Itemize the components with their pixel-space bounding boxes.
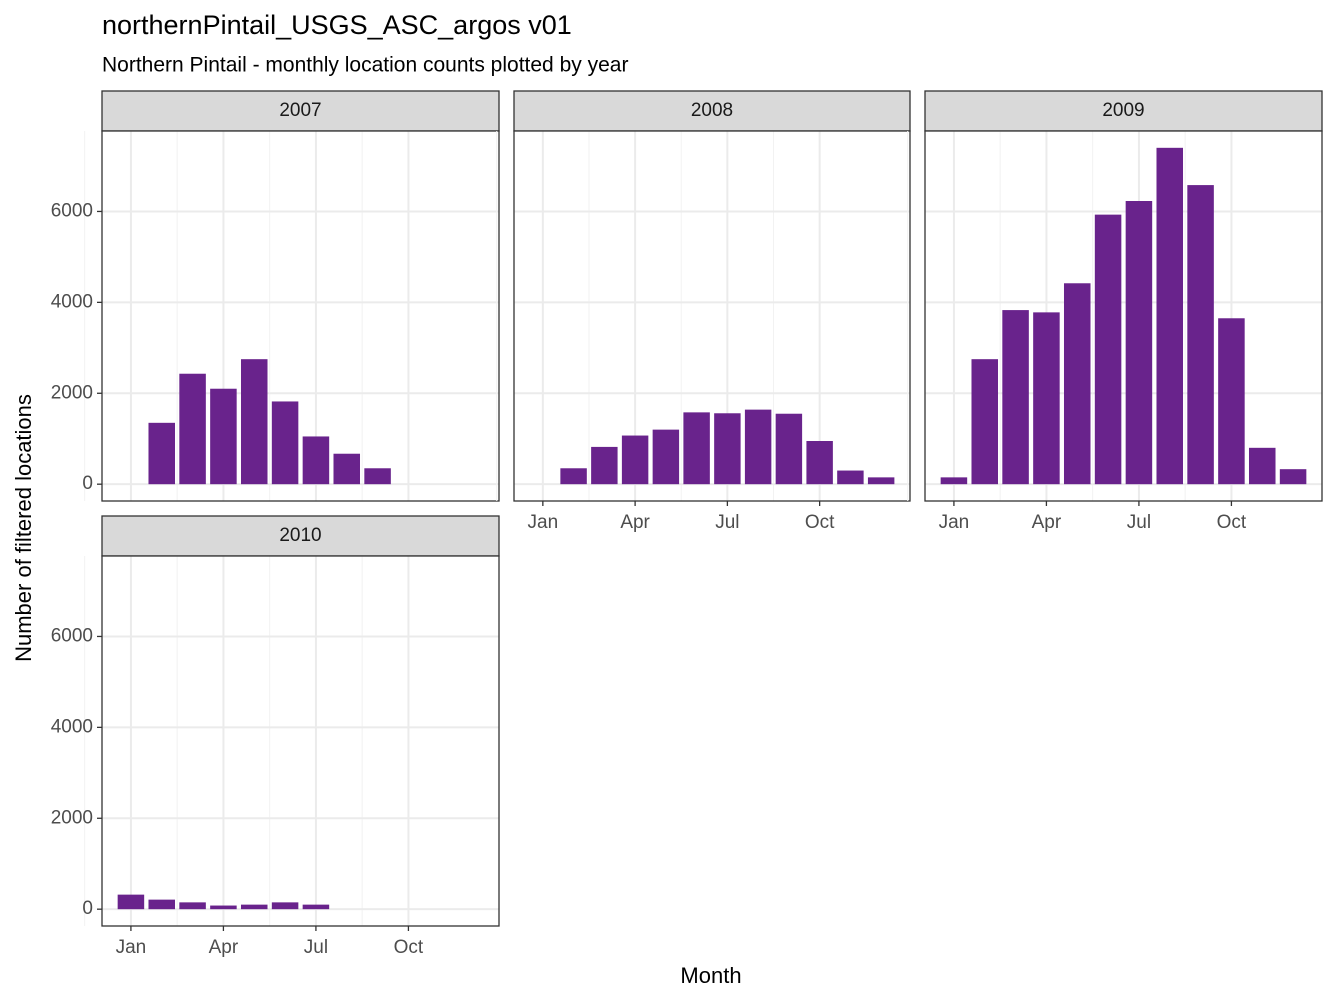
panel xyxy=(102,556,499,926)
facet-title: 2008 xyxy=(691,100,733,121)
bar xyxy=(1033,312,1060,485)
bar xyxy=(117,894,145,910)
panel-border xyxy=(101,555,500,927)
bar xyxy=(1094,214,1122,485)
bar xyxy=(714,413,741,485)
x-tick-label: Jan xyxy=(116,937,147,958)
x-tick-label: Jul xyxy=(1127,512,1151,533)
bar xyxy=(867,477,895,485)
bar xyxy=(179,373,206,485)
y-tick-label: 0 xyxy=(82,473,93,494)
bar xyxy=(837,470,864,485)
bar xyxy=(364,468,391,485)
x-axis-label: Month xyxy=(680,963,741,988)
panel xyxy=(514,131,910,501)
bar xyxy=(271,401,299,485)
facet-title: 2007 xyxy=(279,100,321,121)
y-tick-label: 0 xyxy=(82,898,93,919)
bar xyxy=(302,436,330,485)
bar xyxy=(591,446,618,485)
bar xyxy=(560,468,587,485)
y-tick-label: 6000 xyxy=(51,200,93,221)
bar xyxy=(683,412,710,485)
x-tick-label: Apr xyxy=(620,512,650,533)
facet-title: 2009 xyxy=(1102,100,1144,121)
bar xyxy=(148,422,176,485)
panel-border xyxy=(924,130,1323,502)
bar xyxy=(210,905,237,910)
bar xyxy=(1187,185,1214,485)
bar xyxy=(210,388,237,485)
x-tick-label: Apr xyxy=(1032,512,1062,533)
bar xyxy=(1248,447,1276,485)
bar xyxy=(271,902,299,910)
panel-border xyxy=(513,130,911,502)
x-tick-label: Jan xyxy=(939,512,970,533)
bar xyxy=(302,904,330,910)
facet-title: 2010 xyxy=(279,525,321,546)
bar xyxy=(744,409,772,485)
bar xyxy=(1156,147,1184,485)
x-tick-label: Oct xyxy=(394,937,424,958)
bar xyxy=(1279,469,1307,485)
bar xyxy=(940,477,968,485)
y-tick-label: 4000 xyxy=(51,291,93,312)
x-tick-label: Jan xyxy=(528,512,559,533)
bar xyxy=(240,904,268,910)
x-tick-label: Oct xyxy=(1217,512,1247,533)
bar xyxy=(1002,310,1029,485)
y-tick-label: 4000 xyxy=(51,716,93,737)
strip xyxy=(101,515,500,557)
x-tick-label: Apr xyxy=(209,937,239,958)
strip xyxy=(101,90,500,132)
bar xyxy=(240,359,268,485)
panel-border xyxy=(101,130,500,502)
bar xyxy=(775,413,803,485)
bar xyxy=(806,441,833,485)
x-tick-label: Jul xyxy=(715,512,739,533)
bar xyxy=(333,453,361,485)
bar xyxy=(1218,318,1245,485)
chart-subtitle: Northern Pintail - monthly location coun… xyxy=(102,54,628,77)
bar xyxy=(179,902,206,910)
bar xyxy=(971,359,999,485)
bar xyxy=(621,435,649,485)
chart-title: northernPintail_USGS_ASC_argos v01 xyxy=(102,10,572,40)
bar xyxy=(1125,201,1153,485)
y-tick-label: 2000 xyxy=(51,807,93,828)
bar xyxy=(652,429,680,485)
x-tick-label: Jul xyxy=(304,937,328,958)
bar xyxy=(148,899,176,910)
x-tick-label: Oct xyxy=(805,512,835,533)
y-axis-label: Number of filtered locations xyxy=(11,394,36,662)
y-tick-label: 2000 xyxy=(51,382,93,403)
y-tick-label: 6000 xyxy=(51,625,93,646)
bar xyxy=(1063,283,1091,485)
